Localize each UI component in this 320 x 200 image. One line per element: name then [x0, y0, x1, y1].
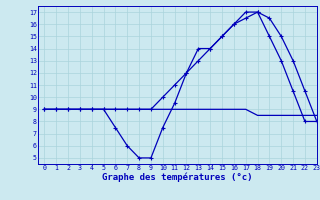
X-axis label: Graphe des températures (°c): Graphe des températures (°c) — [102, 173, 253, 182]
